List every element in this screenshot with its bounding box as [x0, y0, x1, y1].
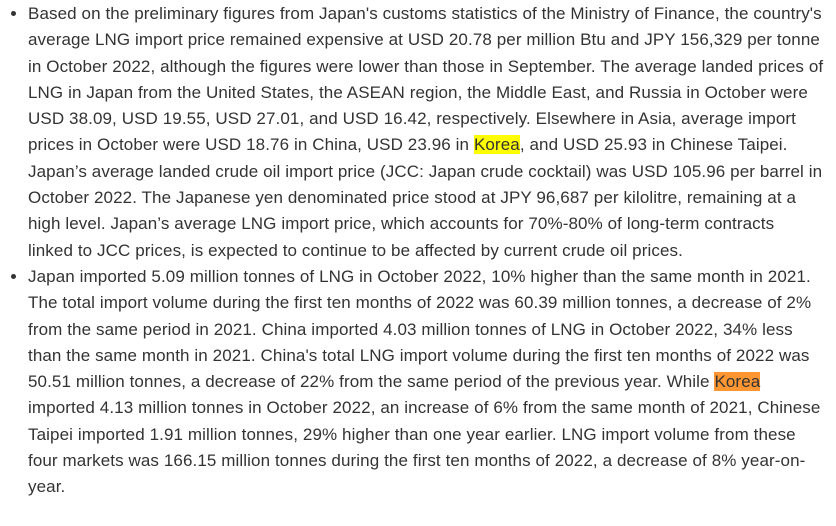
- highlight: Korea: [714, 372, 761, 392]
- text: imported 4.13 million tonnes in October …: [28, 398, 821, 497]
- bullet-item: Japan imported 5.09 million tonnes of LN…: [28, 264, 824, 501]
- bullet-item: Based on the preliminary figures from Ja…: [28, 1, 824, 264]
- bullet-list: Based on the preliminary figures from Ja…: [0, 0, 836, 501]
- text: Japan imported 5.09 million tonnes of LN…: [28, 266, 812, 392]
- text: , and USD 25.93 in Chinese Taipei. Japan…: [28, 135, 823, 260]
- text: Based on the preliminary figures from Ja…: [28, 4, 824, 155]
- highlight: Korea: [473, 135, 520, 155]
